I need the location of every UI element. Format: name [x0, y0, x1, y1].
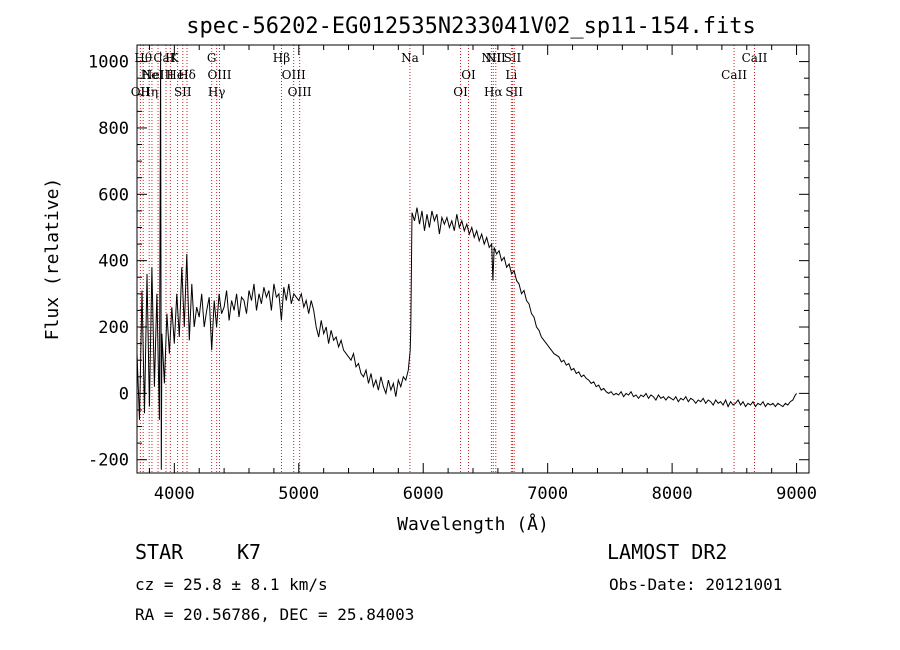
- x-tick-label: 5000: [278, 484, 319, 504]
- spectral-line-label: OII: [131, 85, 151, 99]
- object-class: STAR: [135, 540, 184, 564]
- spectral-line-label: OI: [453, 85, 468, 99]
- spectral-line-label: Na: [401, 51, 419, 65]
- spectrum-line: [136, 51, 797, 470]
- x-axis-label: Wavelength (Å): [397, 513, 549, 535]
- survey-name: LAMOST DR2: [607, 540, 727, 564]
- y-tick-label: 600: [98, 185, 129, 205]
- spectral-line-label: OIII: [207, 68, 231, 82]
- spectral-line-label: Hβ: [273, 51, 290, 65]
- spectral-line-label: CaII: [721, 68, 747, 82]
- spectral-line-label: SII: [505, 85, 523, 99]
- spectral-line-label: NII: [486, 51, 506, 65]
- plot-frame: [136, 44, 810, 474]
- y-tick-label: -200: [88, 451, 129, 471]
- spectral-line-label: OIII: [282, 68, 306, 82]
- coordinates: RA = 20.56786, DEC = 25.84003: [135, 605, 414, 624]
- spectral-line-label: Hδ: [178, 68, 196, 82]
- chart-title: spec-56202-EG012535N233041V02_sp11-154.f…: [186, 14, 756, 39]
- spectral-line-label: Li: [505, 68, 517, 82]
- x-tick-label: 8000: [652, 484, 693, 504]
- y-axis-label: Flux (relative): [42, 178, 63, 341]
- spectral-subclass: K7: [237, 540, 261, 564]
- spectral-line-label: H: [165, 51, 175, 65]
- x-tick-label: 7000: [527, 484, 568, 504]
- spectral-line-label: Hα: [484, 85, 503, 99]
- spectral-line-label: Hη: [140, 85, 158, 99]
- spectral-line-markers: OIIHθHηHeINeIIICaKHHeISIIHδGHγOIIIHβOIII…: [131, 45, 768, 473]
- spectral-line-label: CaII: [742, 51, 768, 65]
- y-tick-label: 200: [98, 318, 129, 338]
- redshift-velocity: cz = 25.8 ± 8.1 km/s: [135, 575, 328, 594]
- y-tick-label: 0: [119, 384, 129, 404]
- y-tick-label: 400: [98, 252, 129, 272]
- spectral-line-label: Hγ: [208, 85, 226, 99]
- axis-ticks: [137, 44, 809, 473]
- y-tick-label: 1000: [88, 53, 129, 73]
- x-tick-label: 4000: [154, 484, 195, 504]
- spectral-line-label: HeI: [166, 68, 189, 82]
- spectral-line-label: NII: [481, 51, 501, 65]
- x-tick-label: 9000: [776, 484, 817, 504]
- x-tick-label: 6000: [403, 484, 444, 504]
- tick-labels: 4000 5000 6000 7000 8000 9000 -200 0 200 400 600 80…: [88, 53, 817, 504]
- spectral-line-label: SII: [504, 51, 522, 65]
- spectral-line-label: OI: [461, 68, 476, 82]
- y-tick-label: 800: [98, 119, 129, 139]
- spectral-line-label: G: [207, 51, 217, 65]
- spectral-line-label: SII: [174, 85, 192, 99]
- spectral-line-label: CaK: [153, 51, 179, 65]
- observation-date: Obs-Date: 20121001: [609, 575, 782, 594]
- spectral-line-label: OIII: [288, 85, 312, 99]
